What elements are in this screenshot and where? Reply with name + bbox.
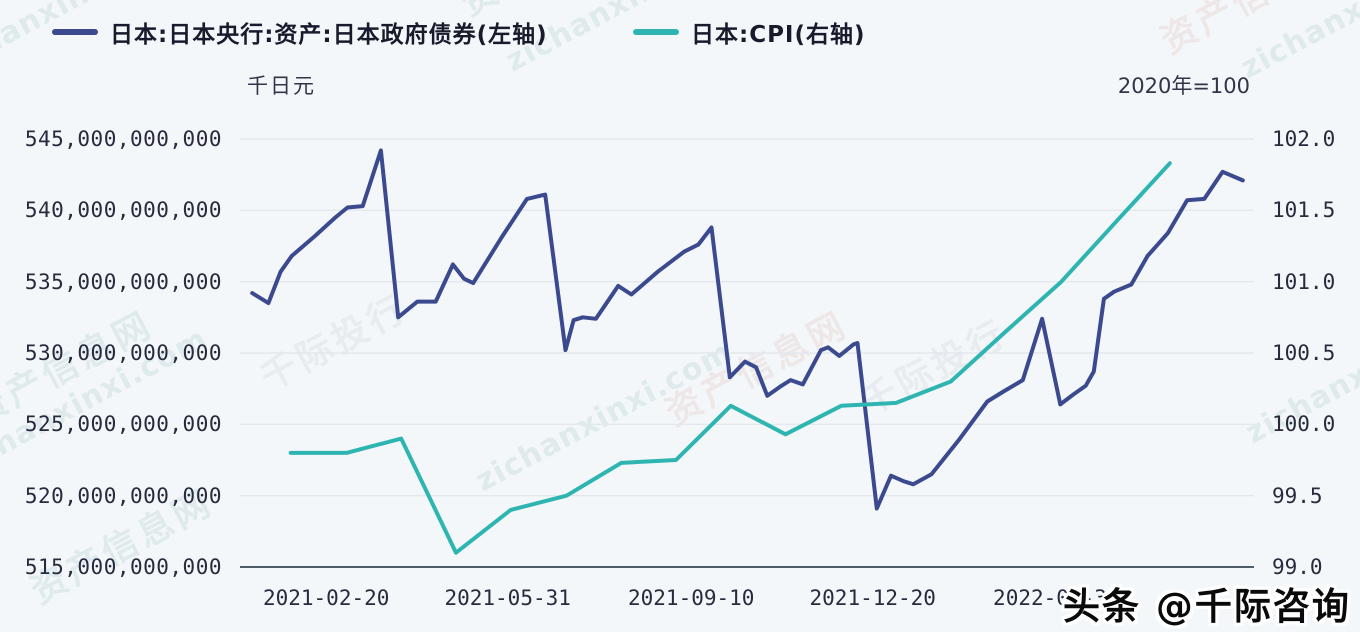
legend-line-swatch-navy	[52, 29, 98, 35]
series-line-boj-jgb-assets	[250, 148, 1245, 511]
left-axis-tick-label: 515,000,000,000	[24, 555, 222, 579]
left-axis-tick-label: 520,000,000,000	[24, 483, 222, 508]
x-axis-tick-label: 2021-02-20	[262, 586, 390, 610]
legend-item-japan-cpi: 日本:CPI(右轴)	[633, 18, 866, 48]
right-axis-tick-label: 101.5	[1272, 198, 1336, 223]
right-axis-tick-label: 99.0	[1272, 555, 1323, 579]
legend-item-boj-jgb-assets: 日本:日本央行:资产:日本政府债券(左轴)	[52, 18, 548, 48]
x-axis-tick-label: 2021-05-31	[444, 586, 571, 610]
legend-line-swatch-teal	[633, 29, 679, 35]
right-axis-unit-label: 2020年=100	[1117, 74, 1250, 98]
left-axis-tick-label: 525,000,000,000	[24, 412, 222, 437]
right-axis-tick-label: 102.0	[1272, 127, 1336, 151]
toutiao-account-watermark: 头条 @千际咨询	[1063, 585, 1351, 628]
left-axis-tick-label: 530,000,000,000	[24, 341, 222, 365]
x-axis-tick-label: 2021-09-10	[628, 586, 755, 610]
left-axis-unit-label: 千日元	[247, 74, 316, 98]
right-axis-tick-label: 99.5	[1272, 483, 1323, 508]
legend-label: 日本:CPI(右轴)	[691, 22, 866, 48]
left-axis-tick-label: 545,000,000,000	[24, 127, 222, 151]
right-axis-tick-label: 100.0	[1272, 412, 1336, 437]
x-axis-tick-label: 2021-12-20	[809, 586, 936, 610]
legend-label: 日本:日本央行:资产:日本政府债券(左轴)	[110, 22, 548, 48]
x-axis-tick-label: 2022-03-31	[993, 586, 1120, 610]
right-axis-tick-label: 101.0	[1272, 269, 1336, 294]
left-axis-tick-label: 535,000,000,000	[24, 269, 222, 294]
left-axis-tick-label: 540,000,000,000	[24, 198, 222, 223]
series-line-japan-cpi	[288, 161, 1172, 555]
right-axis-tick-label: 100.5	[1272, 341, 1336, 365]
